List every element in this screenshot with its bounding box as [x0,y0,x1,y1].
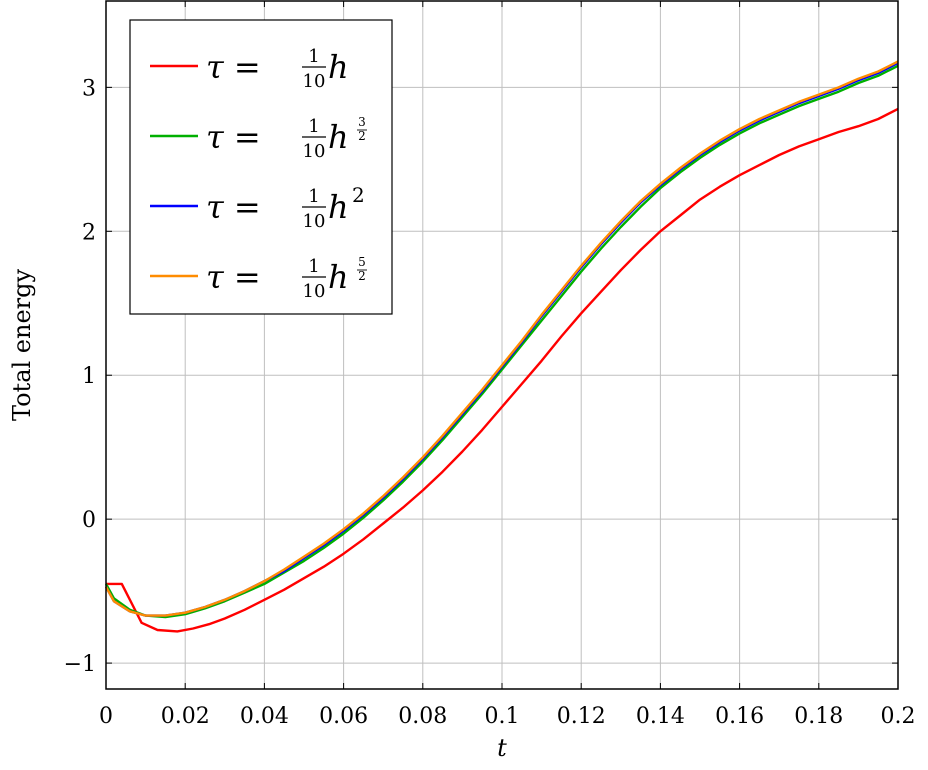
legend-lhs: τ = [206,188,261,226]
x-tick-label: 0.1 [485,704,520,729]
series-line-4 [104,60,899,617]
legend-fraction-num: 1 [308,256,319,277]
legend-entry: τ = 1 10 h [150,46,349,92]
legend-exponent-num: 5 [358,255,366,269]
x-tick-label: 0.12 [557,704,606,729]
y-tick-label: 1 [82,364,96,389]
legend-exponent: 2 [352,183,365,207]
legend-exponent-den: 2 [358,269,366,283]
legend-base: h [328,48,349,86]
x-axis-label: t [497,734,507,762]
x-tick-label: 0.2 [881,704,916,729]
y-tick-label: 2 [82,220,96,245]
x-tick-label: 0.08 [398,704,447,729]
series-line-2 [104,64,899,619]
legend-fraction-den: 10 [303,211,326,232]
legend-lhs: τ = [206,48,261,86]
x-tick-label: 0.04 [240,704,289,729]
legend-box [129,19,393,315]
legend-fraction-num: 1 [308,186,319,207]
legend-lhs: τ = [206,258,261,296]
series-layer [104,60,899,633]
y-tick-label: −1 [64,652,96,677]
x-tick-label: 0.16 [715,704,764,729]
legend-fraction-den: 10 [303,71,326,92]
legend-base: h [328,258,349,296]
y-tick-label: 0 [82,508,96,533]
legend-entry: τ = 1 10 h 2 [150,183,365,232]
legend-fraction-num: 1 [308,46,319,67]
x-tick-label: 0.02 [161,704,210,729]
legend-base: h [328,188,349,226]
legend-fraction-den: 10 [303,281,326,302]
legend-fraction-den: 10 [303,141,326,162]
y-axis-label: Total energy [8,269,36,422]
legend: τ = 110 hτ = 110 h 32τ = 110 h 2τ = 110 h 52 [129,19,393,315]
legend-base: h [328,118,349,156]
x-tick-label: 0.18 [794,704,843,729]
axis-ticks: 0 0.02 0.04 0.06 0.08 0.1 0.12 0.14 0.16 0.18 0.2 −… [64,1,916,729]
legend-entry: τ = 1 10 h 32 [150,115,367,162]
x-tick-label: 0.14 [636,704,685,729]
x-tick-label: 0 [99,704,113,729]
legend-lhs: τ = [206,118,261,156]
legend-exponent-num: 3 [358,115,366,129]
y-tick-label: 3 [82,76,96,101]
legend-entry: τ = 1 10 h 52 [150,255,367,302]
series-line-1 [106,107,899,633]
legend-exponent-den: 2 [358,129,366,143]
x-tick-label: 0.06 [319,704,368,729]
legend-fraction-num: 1 [308,116,319,137]
